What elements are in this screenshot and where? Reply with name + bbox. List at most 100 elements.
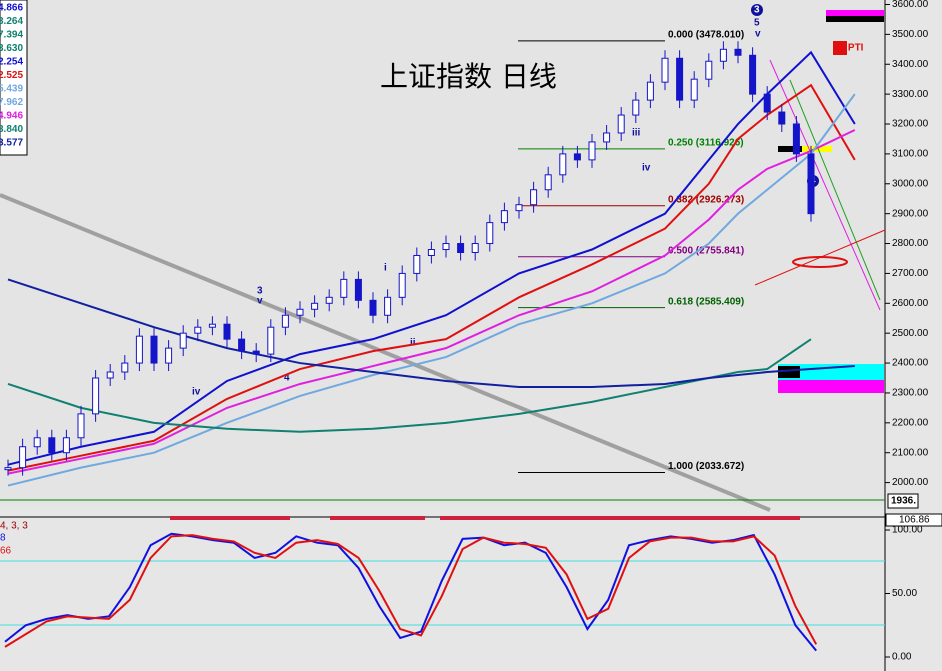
- moving-average: [7, 338, 812, 433]
- candle: [106, 371, 114, 379]
- legend-value: 4.946: [0, 111, 23, 122]
- candle: [500, 210, 508, 224]
- candle: [325, 296, 333, 304]
- marker-box: [778, 146, 802, 152]
- candle: [807, 153, 815, 215]
- y-tick-label: 3600.00: [892, 0, 929, 10]
- stoch-value-box: [885, 513, 942, 527]
- y-tick-label: 50.00: [892, 588, 917, 599]
- wave-label: v: [755, 29, 761, 40]
- candle: [471, 243, 479, 254]
- pti-label: 70 PTI: [834, 43, 864, 54]
- candle: [62, 437, 70, 454]
- legend-value: 3.630: [0, 43, 23, 54]
- candle: [150, 335, 158, 364]
- stoch-params: 4, 3, 3: [0, 521, 28, 532]
- y-tick-label: 3100.00: [892, 149, 929, 160]
- candle: [252, 350, 260, 355]
- y-tick-label: 3000.00: [892, 178, 929, 189]
- legend-value: 2.254: [0, 57, 23, 68]
- candle: [734, 48, 742, 56]
- candle: [208, 323, 216, 328]
- moving-average: [7, 83, 856, 472]
- y-tick-label: 3400.00: [892, 59, 929, 70]
- fib-label: 0.382 (2926.273): [668, 194, 744, 205]
- wave-label: 5: [754, 18, 760, 29]
- y-tick-label: 2700.00: [892, 268, 929, 279]
- candle: [165, 347, 173, 364]
- y-tick-label: 0.00: [892, 652, 912, 663]
- last-price: 1936.: [891, 496, 916, 507]
- stoch-line: [4, 534, 818, 648]
- candle: [442, 243, 450, 251]
- candle: [632, 99, 640, 116]
- candle: [515, 204, 523, 212]
- candle: [4, 467, 12, 471]
- candle: [92, 377, 100, 415]
- zone-box: [778, 364, 884, 380]
- signal-bar: [170, 516, 290, 520]
- y-tick-label: 2500.00: [892, 328, 929, 339]
- candle: [486, 222, 494, 245]
- candle: [340, 278, 348, 298]
- legend-value: 3.264: [0, 16, 23, 27]
- legend-box: [0, 0, 28, 156]
- moving-average: [7, 278, 855, 388]
- y-tick-label: 2200.00: [892, 417, 929, 428]
- candle: [384, 296, 392, 316]
- candle: [223, 323, 231, 340]
- moving-average: [7, 129, 856, 475]
- candle: [354, 278, 362, 301]
- candle: [135, 335, 143, 364]
- stoch-k: 8: [0, 533, 6, 544]
- legend-value: 5.439: [0, 84, 23, 95]
- legend-value: 7.394: [0, 30, 23, 41]
- legend-value: 3.577: [0, 138, 23, 149]
- candle: [33, 437, 41, 448]
- candle: [676, 57, 684, 101]
- zone-box: [778, 380, 884, 393]
- signal-bar: [440, 516, 800, 520]
- candle: [530, 189, 538, 206]
- projection-line: [789, 79, 881, 301]
- wave-label: 4: [284, 373, 290, 384]
- stoch-d: 66: [0, 546, 12, 557]
- candle: [661, 57, 669, 83]
- candle: [457, 243, 465, 254]
- candle: [763, 93, 771, 113]
- projection-line: [754, 229, 886, 286]
- wave-label: 3: [257, 286, 263, 297]
- y-tick-label: 2900.00: [892, 208, 929, 219]
- candle: [19, 446, 27, 469]
- chart-title: 上证指数 日线: [380, 60, 557, 93]
- y-tick-label: 2600.00: [892, 298, 929, 309]
- fib-label: 0.000 (3478.010): [668, 30, 744, 41]
- legend-value: 3.840: [0, 124, 23, 135]
- y-tick-label: 2300.00: [892, 388, 929, 399]
- candle: [369, 299, 377, 316]
- candle: [48, 437, 56, 454]
- candle: [427, 249, 435, 256]
- y-tick-label: 3300.00: [892, 89, 929, 100]
- pti-badge: [833, 41, 847, 55]
- wave-label: i: [384, 263, 387, 274]
- y-tick-label: 3500.00: [892, 29, 929, 40]
- candle: [311, 302, 319, 310]
- y-tick-label: 2800.00: [892, 238, 929, 249]
- candle: [617, 114, 625, 134]
- candle: [646, 81, 654, 101]
- marker-box: [826, 16, 884, 22]
- wave-label: v: [257, 296, 263, 307]
- stoch-top-value: 106.86: [899, 515, 930, 526]
- candle: [281, 314, 289, 328]
- signal-bar: [330, 516, 425, 520]
- wave-label: ii: [410, 338, 416, 349]
- y-tick-label: 2100.00: [892, 447, 929, 458]
- candle: [544, 174, 552, 191]
- candle: [398, 272, 406, 298]
- candle: [603, 132, 611, 143]
- candle: [179, 332, 187, 349]
- y-tick-label: 2000.00: [892, 477, 929, 488]
- fib-label: 0.618 (2585.409): [668, 296, 744, 307]
